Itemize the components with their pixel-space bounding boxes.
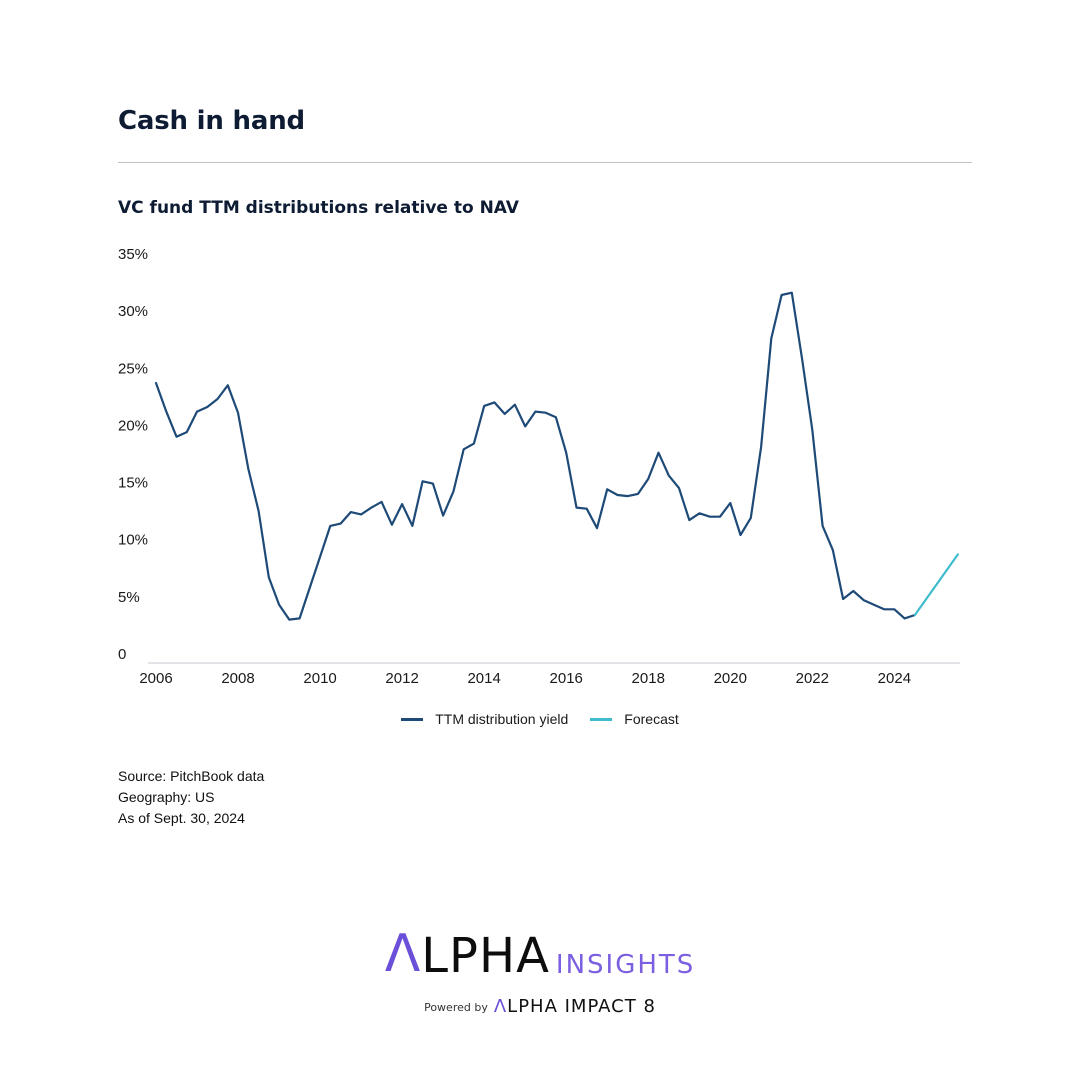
legend-swatch-ttm xyxy=(401,717,424,721)
page-title: Cash in hand xyxy=(118,106,305,136)
x-tick-label: 2010 xyxy=(303,670,336,687)
y-tick-label: 25% xyxy=(118,360,148,377)
x-tick-label: 2008 xyxy=(221,670,254,687)
legend-swatch-forecast xyxy=(590,717,613,721)
logo-main-text: LPHA xyxy=(421,928,550,984)
y-tick-label: 5% xyxy=(118,589,140,606)
powered-by: Powered by ΛLPHA IMPACT 8 xyxy=(424,996,656,1017)
y-tick-label: 10% xyxy=(118,532,148,549)
x-axis: 2006 2008 2010 2012 2014 2016 2018 2020 2022 2024 xyxy=(139,662,960,687)
chart-subtitle: VC fund TTM distributions relative to NA… xyxy=(118,198,519,218)
as-of-note: As of Sept. 30, 2024 xyxy=(118,810,245,826)
y-tick-label: 15% xyxy=(118,475,148,492)
x-tick-label: 2016 xyxy=(550,670,583,687)
legend-item-forecast: Forecast xyxy=(590,711,679,727)
chart-legend: TTM distribution yield Forecast xyxy=(0,711,1080,727)
powered-brand-text: LPHA IMPACT 8 xyxy=(507,996,656,1017)
legend-item-ttm: TTM distribution yield xyxy=(401,711,568,727)
x-tick-label: 2020 xyxy=(714,670,747,687)
x-tick-label: 2006 xyxy=(139,670,172,687)
title-divider xyxy=(118,162,972,163)
geography-note: Geography: US xyxy=(118,789,215,805)
logo-letter-a: Λ xyxy=(384,924,422,984)
line-chart: 05%10%15%20%25%30%35% 2006 2008 2010 2012 20… xyxy=(118,246,960,687)
alpha-impact-logo: ΛLPHA IMPACT 8 xyxy=(494,996,656,1017)
powered-letter-a: Λ xyxy=(493,996,508,1017)
brand-footer: Λ LPHA INSIGHTS Powered by ΛLPHA IMPACT … xyxy=(0,928,1080,1017)
x-tick-label: 2024 xyxy=(878,670,911,687)
y-tick-label: 30% xyxy=(118,303,148,320)
x-tick-label: 2014 xyxy=(467,670,500,687)
chart-notes: Source: PitchBook data Geography: US As … xyxy=(118,766,264,829)
y-tick-label: 0 xyxy=(118,646,126,663)
y-tick-label: 20% xyxy=(118,417,148,434)
logo-sub-text: INSIGHTS xyxy=(555,950,696,980)
alpha-insights-logo: Λ LPHA INSIGHTS xyxy=(385,928,696,980)
x-tick-label: 2022 xyxy=(796,670,829,687)
y-axis: 0 5% 10% 15% 20% 25% 30% 35% xyxy=(118,246,148,663)
x-tick-label: 2018 xyxy=(632,670,665,687)
series-layer xyxy=(154,291,960,621)
series-line-forecast xyxy=(913,553,960,617)
x-tick-label: 2012 xyxy=(385,670,418,687)
y-tick-label: 35% xyxy=(118,246,148,263)
series-line-ttm-distribution-yield xyxy=(154,291,917,621)
legend-label-forecast: Forecast xyxy=(624,711,679,727)
legend-label-ttm: TTM distribution yield xyxy=(435,711,569,727)
source-note: Source: PitchBook data xyxy=(118,768,265,784)
powered-by-label: Powered by xyxy=(424,1001,488,1014)
